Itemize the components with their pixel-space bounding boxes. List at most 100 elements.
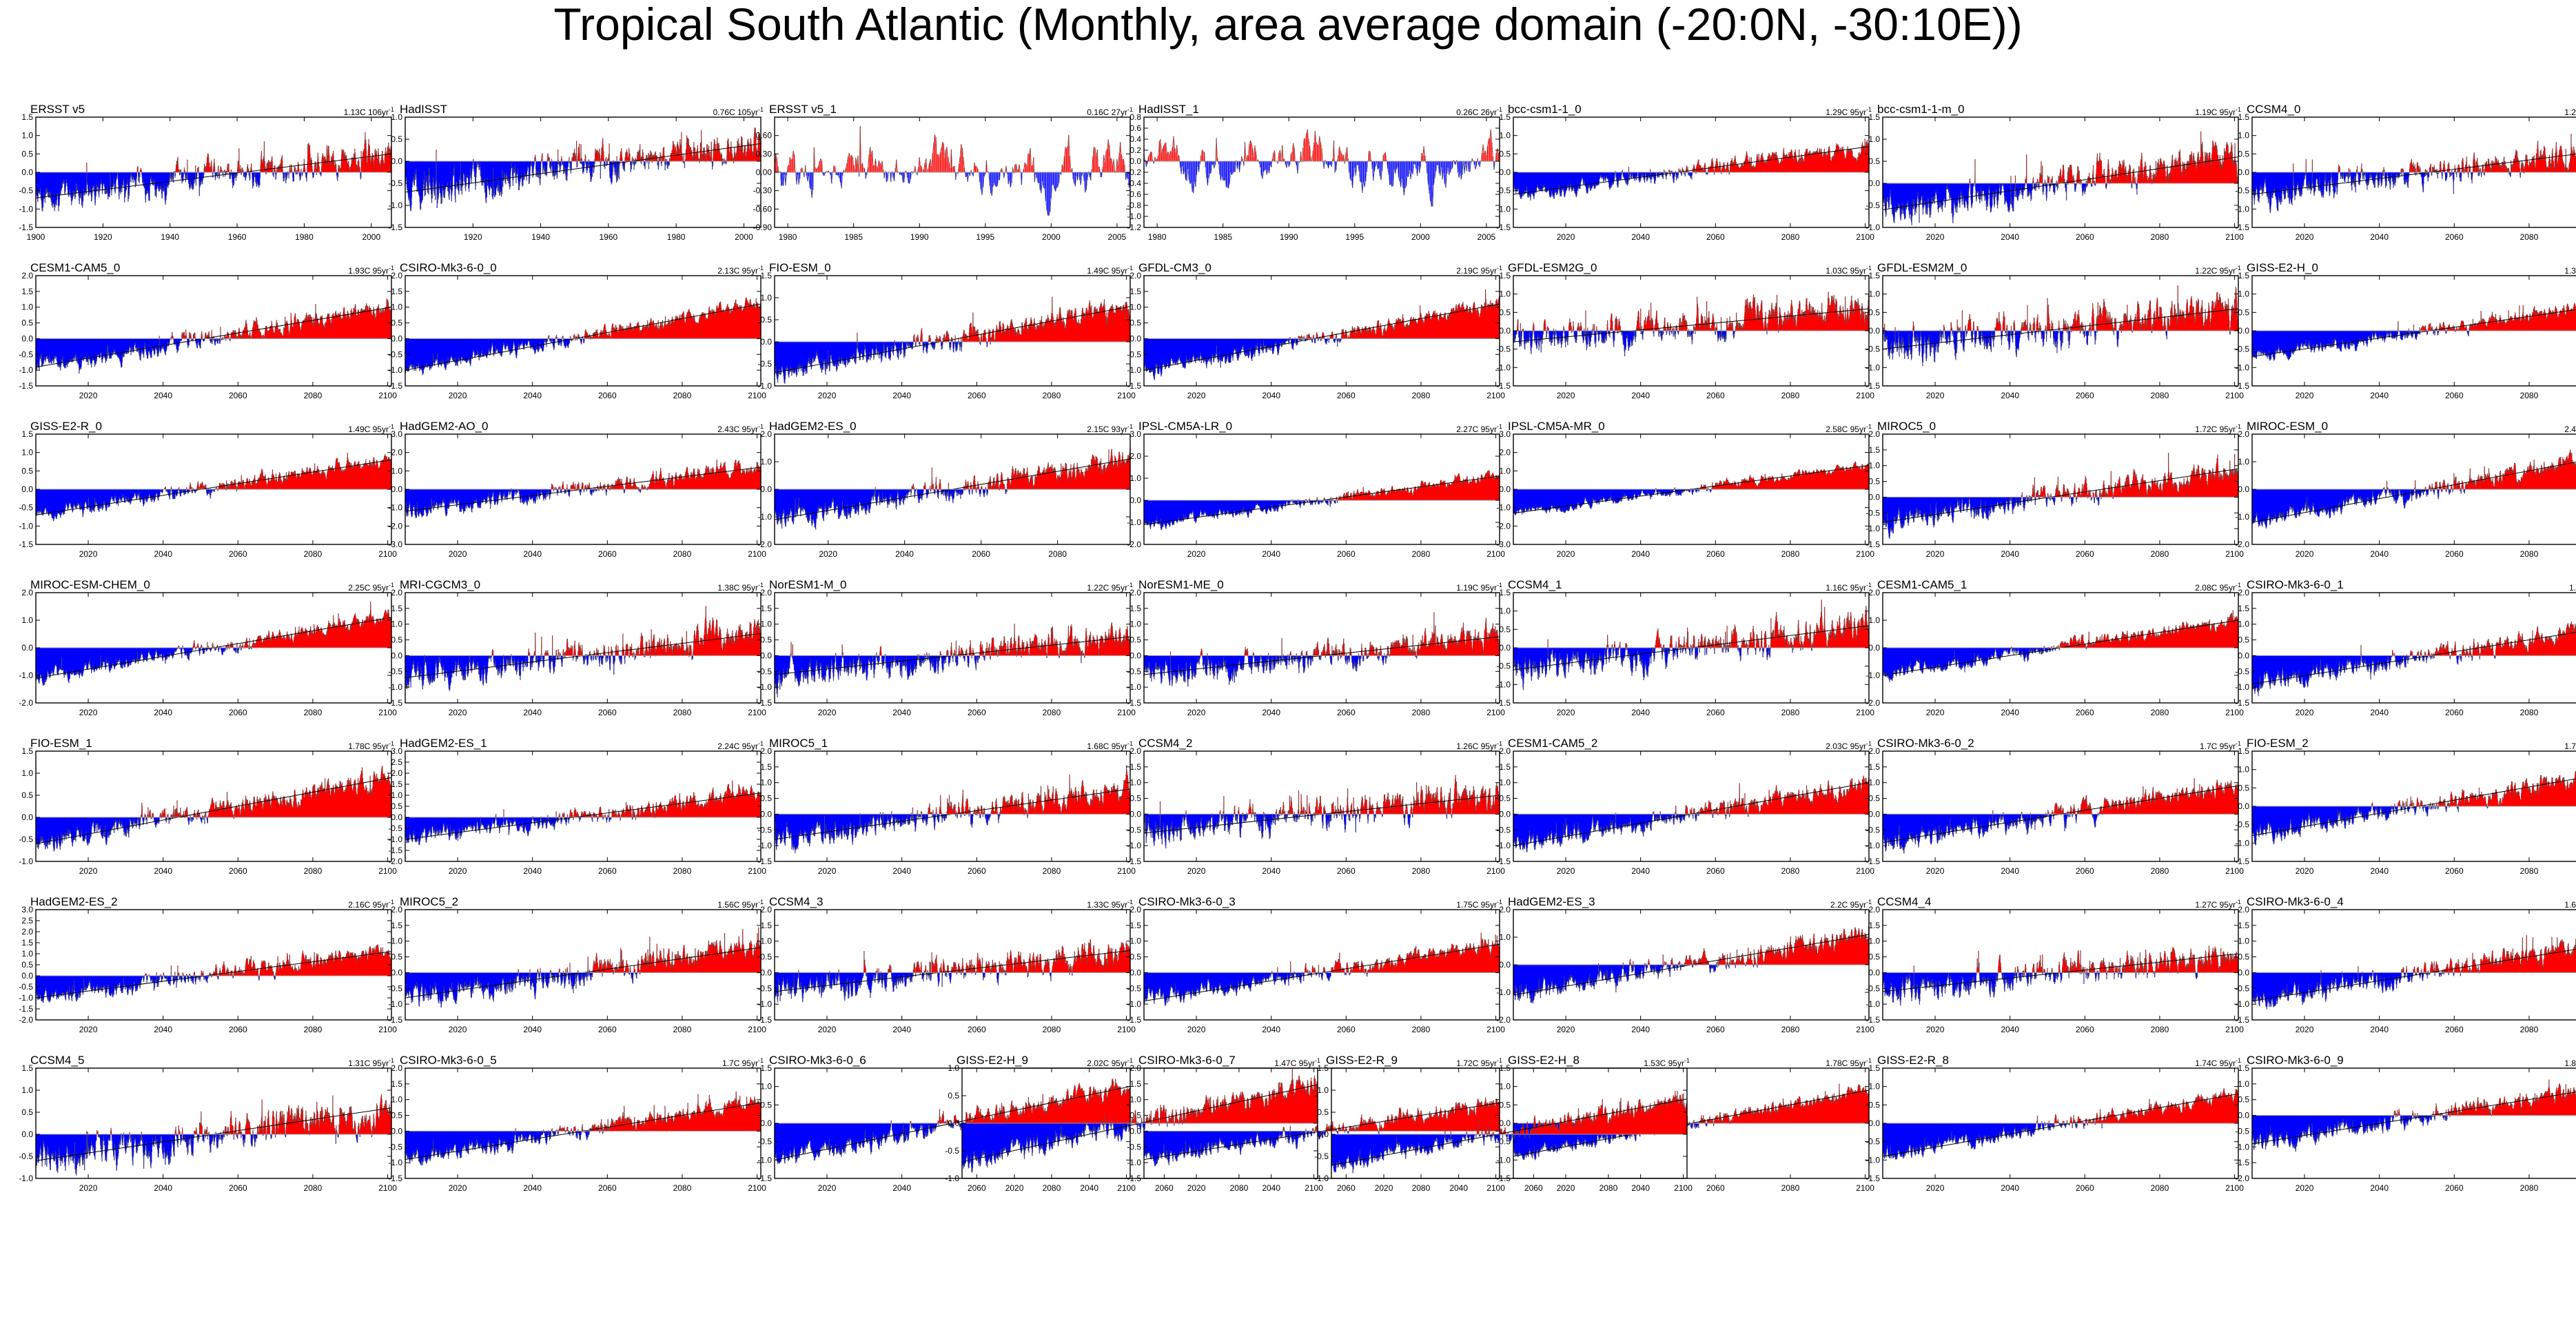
y-tick-label: 0.5 (1129, 318, 1141, 328)
y-tick-label: 0.0 (2238, 167, 2249, 177)
y-tick-label: 1.5 (760, 1063, 772, 1073)
x-tick-label: 2060 (598, 1025, 617, 1034)
x-tick-label: 2040 (2370, 232, 2389, 242)
y-tick-label: 0.0 (21, 971, 33, 981)
y-tick-label: -1.0 (388, 201, 402, 210)
panel-title: GISS-E2-R_0 (30, 420, 102, 433)
y-tick-label: 1.0 (2238, 289, 2249, 299)
y-tick-label: 0.0 (1499, 1118, 1511, 1128)
x-tick-label: 2060 (1337, 1025, 1356, 1034)
x-tick-label: 2020 (2296, 866, 2314, 876)
x-tick-label: 2100 (378, 1183, 397, 1193)
x-tick-label: 2100 (1856, 549, 1874, 559)
y-tick-label: 2.0 (2238, 429, 2249, 439)
y-tick-label: -1.0 (19, 857, 33, 866)
trend-exponent: -1 (1127, 106, 1133, 113)
negative-anomaly-bars (405, 489, 648, 518)
series-line (1882, 453, 2239, 539)
y-tick-label: -1.5 (1127, 1015, 1141, 1025)
y-tick-label: -1.5 (388, 1174, 402, 1183)
trend-value: 1.22C 95yr (1087, 583, 1127, 593)
y-tick-label: 0.0 (1868, 1118, 1880, 1128)
x-tick-label: 2100 (748, 549, 766, 559)
y-tick-label: 0.0 (1499, 960, 1511, 970)
x-tick-label: 2080 (1043, 866, 1061, 876)
x-tick-label: 2080 (673, 391, 692, 400)
y-tick-label: 0.5 (2238, 783, 2249, 792)
trend-value: 2.58C 95yr (1826, 424, 1866, 434)
negative-anomaly-bars (1143, 500, 1338, 530)
y-tick-label: -1.0 (1865, 524, 1880, 533)
y-tick-label: 0.0 (2238, 1111, 2249, 1121)
y-tick-label: 0.5 (21, 1107, 33, 1117)
series-line (1882, 285, 2239, 367)
y-tick-label: -1.0 (388, 835, 402, 844)
x-tick-label: 2020 (79, 1025, 98, 1034)
negative-anomaly-bars (2251, 806, 2500, 846)
panel-title: HadGEM2-AO_0 (400, 420, 489, 433)
y-tick-label: 1.0 (2238, 620, 2249, 629)
x-tick-label: 2040 (154, 708, 172, 717)
chart-svg: -1.5 -1.0 -0.5 0.0 0.5 1.0 1.5 2020 2040 2060 2080… (2235, 271, 2576, 400)
chart-svg: -1.5 -1.0 -0.5 0.0 0.5 1.0 1.5 2.0 2020 2040 2060 2… (388, 588, 766, 717)
y-tick-label: 2.0 (1868, 588, 1880, 597)
x-tick-label: 2060 (1706, 708, 1725, 717)
y-tick-label: 2.0 (1499, 448, 1511, 458)
positive-anomaly-bars (1291, 470, 1500, 500)
x-tick-label: 2100 (2225, 549, 2244, 559)
y-tick-label: 0.0 (1868, 968, 1880, 977)
x-tick-label: 2000 (1411, 232, 1430, 242)
panel-title: MRI-CGCM3_0 (400, 578, 481, 591)
series-line (405, 460, 761, 519)
x-tick-label: 2100 (1856, 232, 1874, 242)
plot-frame (1143, 433, 1500, 545)
y-tick-label: 1.5 (1499, 762, 1511, 772)
x-tick-label: 2080 (673, 1183, 692, 1193)
x-tick-label: 2020 (1187, 708, 1206, 717)
x-tick-label: 2080 (2151, 549, 2169, 559)
x-tick-label: 2080 (2151, 1025, 2169, 1034)
x-tick-label: 2080 (2520, 232, 2539, 242)
y-tick-label: 0.0 (2238, 651, 2249, 660)
y-tick-label: -0.5 (945, 1146, 959, 1156)
series-line (774, 447, 1131, 530)
chart-svg: -1.5 -1.0 -0.5 0.0 0.5 1.0 1.5 2020 2040 2060 2080… (1496, 112, 1874, 242)
trend-exponent: -1 (1127, 1057, 1133, 1064)
x-tick-label: 2040 (1262, 391, 1280, 400)
y-tick-label: -1.0 (1127, 999, 1141, 1009)
y-tick-label: 0.5 (2238, 307, 2249, 317)
chart-panel: CESM1-CAM5_2 2.03C 95yr-1 -1.5 -1.0 -0.5 0.0 0… (1496, 737, 1874, 882)
panel-title: IPSL-CM5A-MR_0 (1508, 420, 1605, 433)
negative-anomaly-bars (774, 1123, 972, 1165)
chart-panel: HadGEM2-ES_0 2.15C 93yr-1 -2.0 -1.0 0.0 1.0 2.… (757, 420, 1133, 565)
y-tick-label: 1.0 (1129, 473, 1141, 483)
series-line (1513, 600, 1870, 690)
trend-exponent: -1 (1496, 1057, 1502, 1064)
x-tick-label: 2020 (1187, 391, 1206, 400)
y-tick-label: 1.5 (1129, 287, 1141, 296)
panel-trend-label: 1.38C 95yr-1 (717, 579, 764, 594)
panel-title: MIROC5_2 (400, 895, 459, 908)
y-tick-label: -1.0 (757, 682, 772, 692)
x-tick-label: 2080 (2151, 232, 2169, 242)
y-tick-label: 2.0 (391, 588, 402, 597)
panel-trend-label: 1.16C 95yr-1 (1826, 579, 1872, 594)
negative-anomaly-bars (778, 172, 1131, 216)
trend-line (1882, 468, 2239, 523)
y-tick-label: 1.0 (1499, 466, 1511, 475)
panel-trend-label: 1.83C 95yr-1 (2564, 1054, 2576, 1070)
trend-line (405, 303, 761, 371)
y-tick-label: 1.5 (391, 1079, 402, 1089)
y-tick-label: 1.5 (1868, 921, 1880, 930)
x-tick-label: 2060 (598, 708, 617, 717)
x-tick-label: 2060 (598, 549, 617, 559)
x-tick-label: 2100 (378, 391, 397, 400)
y-tick-label: 0.0 (391, 484, 402, 494)
y-tick-label: 0.5 (1868, 794, 1880, 804)
trend-value: 1.24C 95yr (2564, 108, 2576, 117)
y-tick-label: 1.5 (21, 429, 33, 439)
y-tick-label: 3.0 (1499, 429, 1511, 439)
x-tick-label: 2100 (1856, 708, 1874, 717)
y-tick-label: 0.0 (391, 1126, 402, 1136)
y-tick-label: 2.0 (391, 905, 402, 914)
